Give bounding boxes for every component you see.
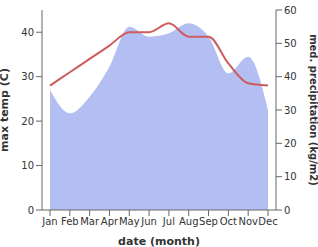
svg-text:50: 50 [284, 38, 297, 49]
svg-text:60: 60 [284, 5, 297, 16]
svg-text:Aug: Aug [179, 216, 199, 227]
svg-text:40: 40 [21, 27, 34, 38]
svg-text:20: 20 [284, 138, 297, 149]
svg-text:Nov: Nov [238, 216, 258, 227]
svg-text:med. precipitation (kg/m2): med. precipitation (kg/m2) [308, 34, 310, 186]
svg-text:Dec: Dec [258, 216, 277, 227]
svg-text:May: May [119, 216, 140, 227]
svg-text:Jun: Jun [140, 216, 157, 227]
svg-text:Feb: Feb [61, 216, 79, 227]
svg-text:40: 40 [284, 71, 297, 82]
svg-text:30: 30 [21, 71, 34, 82]
svg-text:10: 10 [284, 171, 297, 182]
svg-text:Jul: Jul [162, 216, 175, 227]
svg-text:10: 10 [21, 160, 34, 171]
svg-text:0: 0 [28, 205, 34, 216]
svg-text:date (month): date (month) [118, 235, 200, 247]
svg-text:30: 30 [284, 105, 297, 116]
svg-text:Mar: Mar [80, 216, 100, 227]
svg-text:Sep: Sep [199, 216, 218, 227]
svg-text:0: 0 [284, 205, 290, 216]
svg-text:20: 20 [21, 116, 34, 127]
svg-text:Apr: Apr [101, 216, 119, 227]
svg-text:max temp (C): max temp (C) [8, 68, 11, 152]
svg-text:Jan: Jan [41, 216, 57, 227]
svg-text:Oct: Oct [220, 216, 237, 227]
